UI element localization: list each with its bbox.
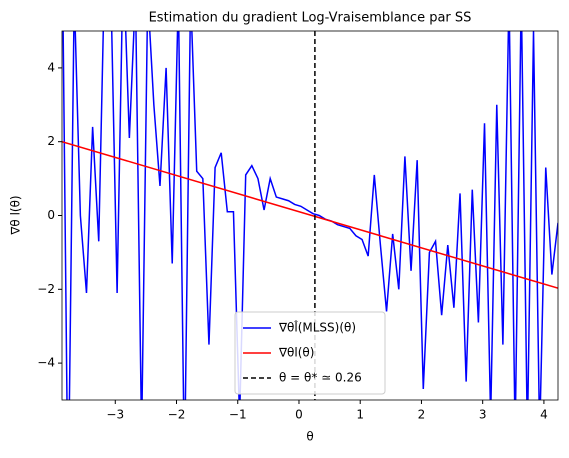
plot-frame: [61, 30, 559, 401]
x-tick-label: 0: [295, 408, 303, 422]
x-tick-label: 4: [540, 408, 548, 422]
x-tick-label: −2: [168, 408, 186, 422]
x-tick-label: 2: [418, 408, 426, 422]
y-tick-label: 2: [47, 134, 55, 148]
x-tick-label: −3: [106, 408, 124, 422]
x-tick-label: 1: [356, 408, 364, 422]
legend-label: ∇θl̂(MLSS)(θ): [278, 320, 356, 334]
y-tick-label: −2: [37, 282, 55, 296]
x-tick-label: −1: [229, 408, 247, 422]
y-tick-label: −4: [37, 356, 55, 370]
y-tick-label: 4: [47, 60, 55, 74]
legend-label: θ = θ* ≃ 0.26: [279, 371, 362, 385]
series-line: [62, 140, 558, 289]
legend-label: ∇θl(θ): [278, 346, 314, 360]
y-tick-label: 0: [47, 208, 55, 222]
x-tick-label: 3: [479, 408, 487, 422]
legend-box: [234, 311, 386, 395]
y-axis-label: ∇θ l(θ): [9, 195, 23, 235]
x-axis-label: θ: [306, 430, 313, 444]
chart-title: Estimation du gradient Log-Vraisemblance…: [149, 11, 472, 26]
series-line: [62, 31, 558, 400]
